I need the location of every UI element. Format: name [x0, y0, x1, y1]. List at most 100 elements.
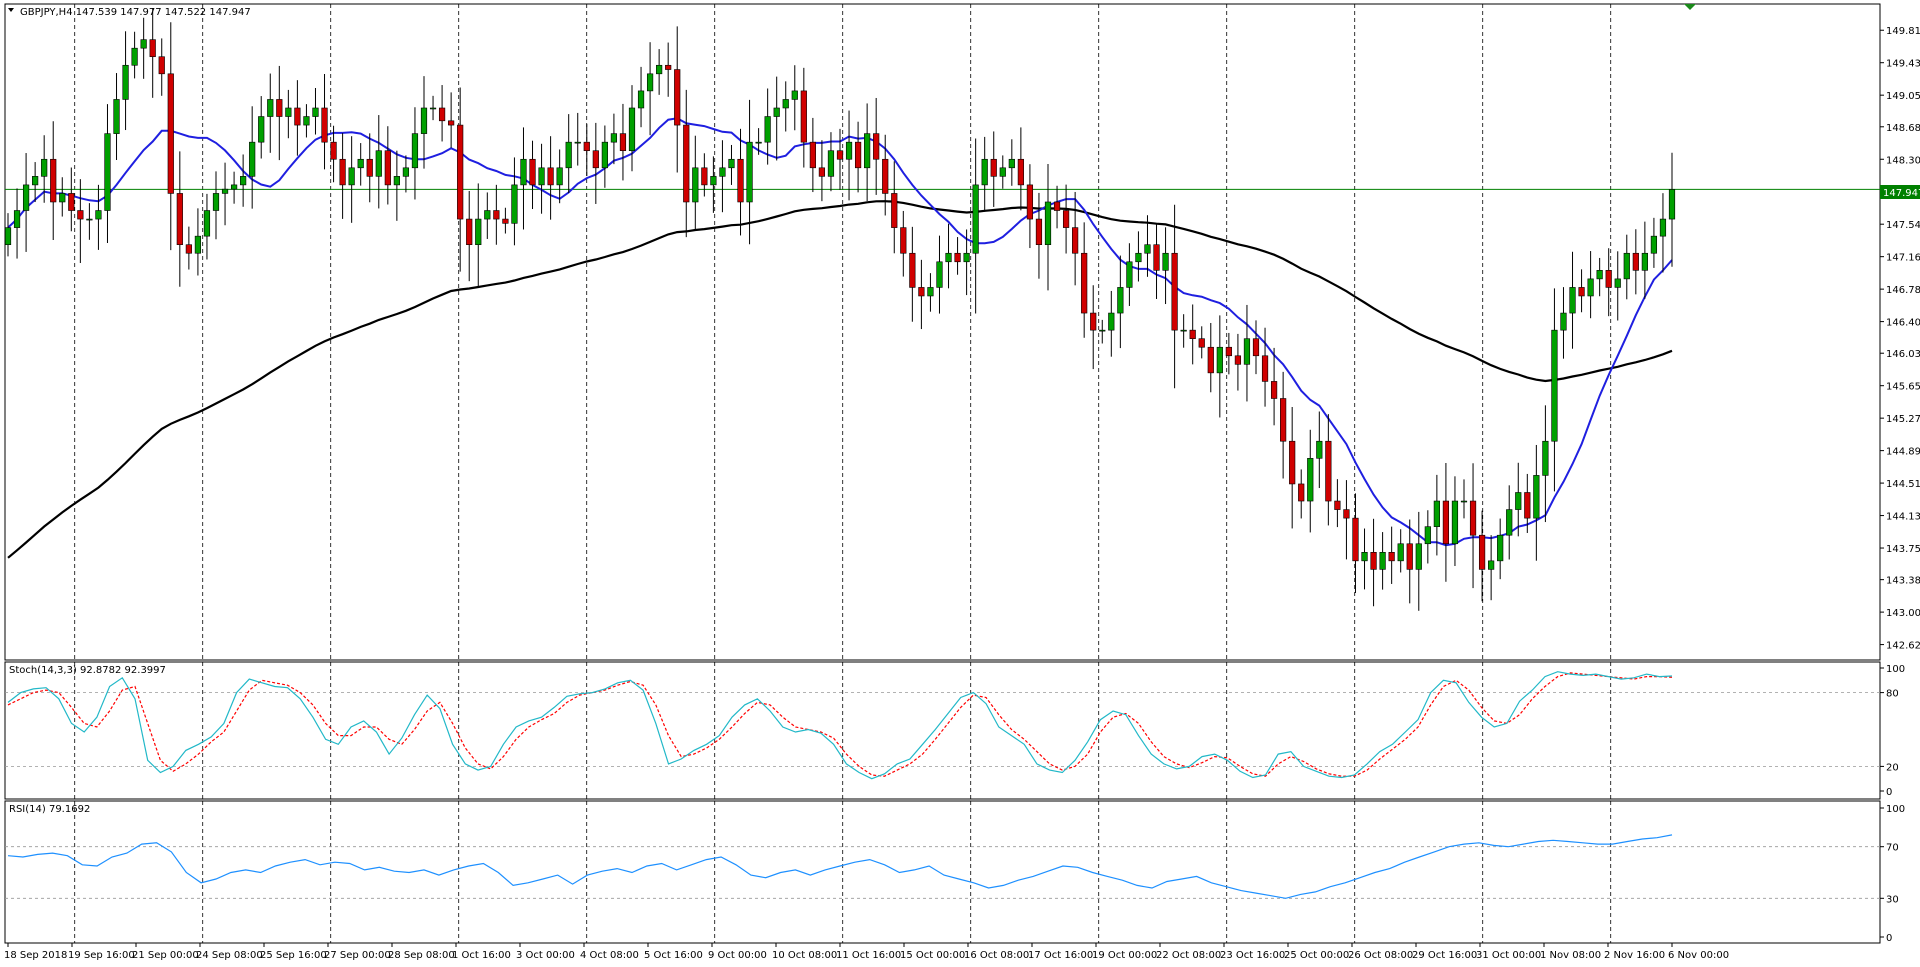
candle-body [429, 107, 437, 110]
candle-body [1515, 492, 1522, 510]
candle-body [158, 56, 165, 75]
dropdown-arrow-icon[interactable] [8, 8, 14, 12]
candle-body [1569, 287, 1576, 314]
candle-body [212, 193, 220, 211]
time-axis-label: 10 Oct 08:00 [772, 950, 837, 961]
time-axis-label: 21 Sep 00:00 [132, 950, 199, 961]
time-axis-label: 19 Oct 00:00 [1092, 950, 1157, 961]
candle-body [466, 218, 473, 246]
candle-body [1614, 278, 1621, 288]
price-panel-frame [4, 3, 1881, 661]
price-axis-label: 144.890 [1886, 447, 1920, 458]
candle-body [728, 158, 735, 169]
candle-body [457, 124, 464, 220]
stochastic-panel: Stoch(14,3,3) 92.8782 92.3997 100 80 20 0 [4, 661, 1905, 800]
candle-body [1442, 500, 1450, 545]
candle-body [864, 133, 871, 169]
candle-body [420, 107, 428, 134]
time-axis-label: 31 Oct 00:00 [1476, 950, 1541, 961]
candle-body [194, 235, 202, 254]
candle-body [1623, 252, 1630, 280]
candle-body [637, 90, 645, 109]
price-axis-label: 144.510 [1886, 479, 1920, 490]
candle-body [493, 210, 500, 220]
candle-body [882, 158, 889, 194]
candle-body [339, 158, 346, 186]
time-axis-label: 11 Oct 16:00 [836, 950, 901, 961]
trade-marker-icon [1684, 4, 1696, 10]
candle-body [1234, 355, 1242, 365]
candle-body [646, 73, 654, 92]
candle-body [1506, 509, 1513, 536]
candle-body [203, 210, 211, 237]
candle-body [1135, 252, 1142, 263]
candle-body [845, 141, 853, 160]
candle-body [330, 141, 337, 160]
candle-body [230, 184, 238, 190]
candle-body [1370, 552, 1377, 570]
candle-body [1162, 252, 1169, 271]
candle-body [628, 107, 636, 152]
candle-body [1072, 227, 1079, 254]
candle-body [827, 150, 835, 177]
candle-body [276, 99, 283, 117]
candle-body [1497, 534, 1504, 562]
candle-body [1668, 189, 1676, 220]
candle-body [791, 90, 798, 100]
candle-body [294, 107, 301, 126]
candle-body [1542, 440, 1549, 476]
candle-body [438, 107, 446, 122]
stochastic-axis-label: 0 [1886, 787, 1892, 798]
candle-body [656, 64, 663, 75]
time-axis-label: 26 Oct 08:00 [1348, 950, 1413, 961]
candle-body [1397, 543, 1404, 562]
candle-body [1216, 346, 1223, 374]
candle-body [818, 167, 826, 177]
candle-body [583, 141, 590, 152]
candle-body [448, 120, 455, 126]
candle-body [755, 141, 762, 144]
candle-body [809, 141, 816, 169]
time-axis-label: 22 Oct 08:00 [1156, 950, 1221, 961]
candle-body [131, 47, 138, 66]
candle-body [936, 261, 943, 288]
candle-body [1460, 500, 1468, 503]
candle-body [873, 133, 880, 160]
candle-body [375, 150, 382, 177]
candle-body [122, 64, 129, 100]
candle-body [981, 158, 988, 186]
stochastic-axis-label: 80 [1886, 689, 1899, 700]
time-axis-label: 27 Sep 00:00 [324, 950, 391, 961]
candle-body [954, 252, 961, 263]
rsi-label: RSI(14) 79.1692 [9, 804, 90, 815]
candle-body [918, 287, 925, 297]
candle-body [1596, 270, 1603, 280]
candle-body [547, 167, 554, 186]
candle-body [1207, 346, 1214, 374]
candle-body [1641, 252, 1648, 271]
price-panel: GBPJPY,H4 147.539 147.977 147.522 147.94… [4, 3, 1920, 661]
candle-body [1252, 338, 1260, 357]
candle-body [393, 176, 400, 186]
candles-group [4, 8, 1676, 611]
candle-body [1298, 483, 1305, 502]
candle-body [41, 158, 48, 177]
candle-body [601, 141, 608, 169]
candle-body [999, 167, 1006, 177]
time-axis-label: 25 Oct 00:00 [1284, 950, 1349, 961]
candle-body [1533, 475, 1540, 519]
candle-body [1433, 500, 1440, 527]
candle-body [1008, 158, 1015, 169]
candle-body [1632, 252, 1639, 271]
price-axis-label: 145.270 [1886, 414, 1920, 425]
candle-body [1225, 346, 1232, 357]
candle-body [1117, 287, 1124, 314]
candle-body [854, 141, 862, 169]
candle-body [303, 116, 310, 126]
candle-body [1334, 500, 1341, 510]
candle-body [701, 167, 708, 186]
candle-body [1469, 500, 1477, 536]
candle-body [746, 141, 753, 203]
candle-body [1524, 492, 1531, 519]
candle-body [511, 184, 518, 224]
